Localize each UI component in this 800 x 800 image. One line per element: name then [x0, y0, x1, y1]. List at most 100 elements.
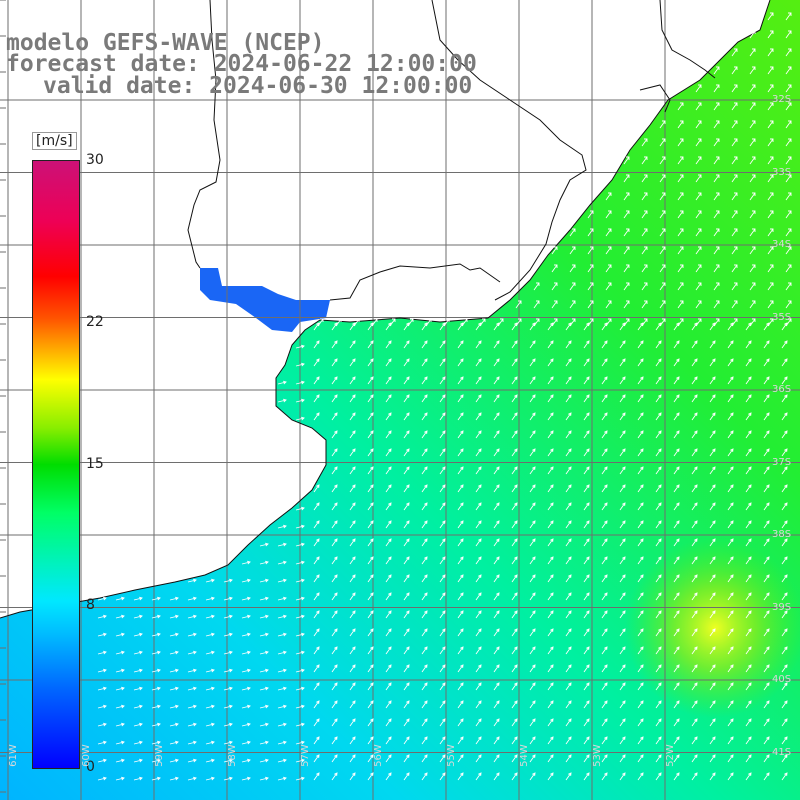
wind-arrow: [673, 484, 680, 493]
wind-arrow: [529, 538, 536, 547]
wind-arrow: [295, 578, 305, 583]
wind-arrow: [367, 538, 374, 547]
wind-arrow: [403, 340, 410, 349]
wind-arrow: [205, 776, 215, 781]
wind-arrow: [475, 358, 482, 367]
wind-arrow: [241, 740, 251, 745]
wind-arrow: [745, 754, 752, 763]
wind-arrow: [187, 776, 197, 781]
wind-arrow: [151, 668, 161, 673]
wind-arrow: [673, 358, 680, 367]
wind-arrow: [713, 138, 720, 147]
wind-arrow: [727, 556, 734, 565]
wind-arrow: [731, 300, 738, 309]
wind-arrow: [367, 556, 374, 565]
wind-arrow: [727, 574, 734, 583]
wind-arrow: [475, 430, 482, 439]
wind-arrow: [403, 538, 410, 547]
wind-arrow: [641, 210, 648, 219]
wind-arrow: [655, 376, 662, 385]
wind-arrow: [569, 228, 576, 237]
wind-arrow: [511, 394, 518, 403]
wind-arrow: [475, 646, 482, 655]
wind-arrow: [277, 398, 287, 403]
wind-arrow: [763, 502, 770, 511]
wind-arrow: [781, 682, 788, 691]
wind-arrow: [745, 376, 752, 385]
wind-arrow: [115, 758, 125, 763]
wind-arrow: [529, 502, 536, 511]
wind-arrow: [619, 520, 626, 529]
wind-arrow: [349, 448, 356, 457]
wind-arrow: [313, 646, 320, 655]
wind-arrow: [421, 664, 428, 673]
wind-arrow: [133, 668, 143, 673]
wind-arrow: [241, 722, 251, 727]
wind-arrow: [691, 358, 698, 367]
wind-arrow: [727, 358, 734, 367]
wind-arrow: [763, 592, 770, 601]
wind-arrow: [439, 664, 446, 673]
wind-arrow: [475, 664, 482, 673]
wind-arrow: [475, 538, 482, 547]
wind-arrow: [115, 668, 125, 673]
wind-arrow: [439, 484, 446, 493]
wind-arrow: [745, 610, 752, 619]
wind-arrow: [529, 592, 536, 601]
wind-arrow: [785, 246, 792, 255]
wind-arrow: [767, 174, 774, 183]
wind-arrow: [565, 592, 572, 601]
wind-arrow: [619, 736, 626, 745]
wind-arrow: [475, 610, 482, 619]
wind-arrow: [551, 264, 558, 273]
wind-arrow: [493, 592, 500, 601]
wind-arrow: [731, 318, 738, 327]
wind-arrow: [349, 412, 356, 421]
wind-arrow: [641, 174, 648, 183]
wind-arrow: [623, 246, 630, 255]
wind-arrow: [673, 628, 680, 637]
wind-arrow: [781, 376, 788, 385]
wind-arrow: [587, 282, 594, 291]
wind-arrow: [673, 682, 680, 691]
wind-arrow: [709, 610, 716, 619]
wind-arrow: [637, 340, 644, 349]
wind-arrow: [767, 192, 774, 201]
wind-arrow: [637, 664, 644, 673]
wind-arrow: [637, 574, 644, 583]
wind-arrow: [277, 722, 287, 727]
wind-arrow: [403, 646, 410, 655]
wind-arrow: [713, 66, 720, 75]
wind-arrow: [385, 430, 392, 439]
wind-arrow: [187, 740, 197, 745]
wind-arrow: [731, 228, 738, 237]
wind-arrow: [655, 502, 662, 511]
wind-arrow: [781, 412, 788, 421]
wind-arrow: [565, 340, 572, 349]
wind-arrow: [241, 578, 251, 583]
wind-arrow: [313, 664, 320, 673]
wind-arrow: [763, 538, 770, 547]
latitude-label: 36S: [772, 384, 792, 395]
wind-arrow: [403, 394, 410, 403]
wind-arrow: [565, 394, 572, 403]
wind-arrow: [475, 628, 482, 637]
wind-arrow: [295, 398, 305, 403]
wind-arrow: [677, 102, 684, 111]
wind-arrow: [313, 754, 320, 763]
wind-arrow: [439, 556, 446, 565]
wind-arrow: [637, 700, 644, 709]
wind-arrow: [295, 650, 305, 655]
wind-arrow: [691, 682, 698, 691]
wind-arrow: [457, 358, 464, 367]
wind-arrow: [169, 632, 179, 637]
wind-arrow: [385, 448, 392, 457]
wind-arrow: [115, 704, 125, 709]
wind-arrow: [583, 592, 590, 601]
wind-arrow: [569, 246, 576, 255]
wind-arrow: [619, 772, 626, 781]
wind-arrow: [763, 430, 770, 439]
wind-arrow: [601, 556, 608, 565]
wind-arrow: [331, 394, 338, 403]
